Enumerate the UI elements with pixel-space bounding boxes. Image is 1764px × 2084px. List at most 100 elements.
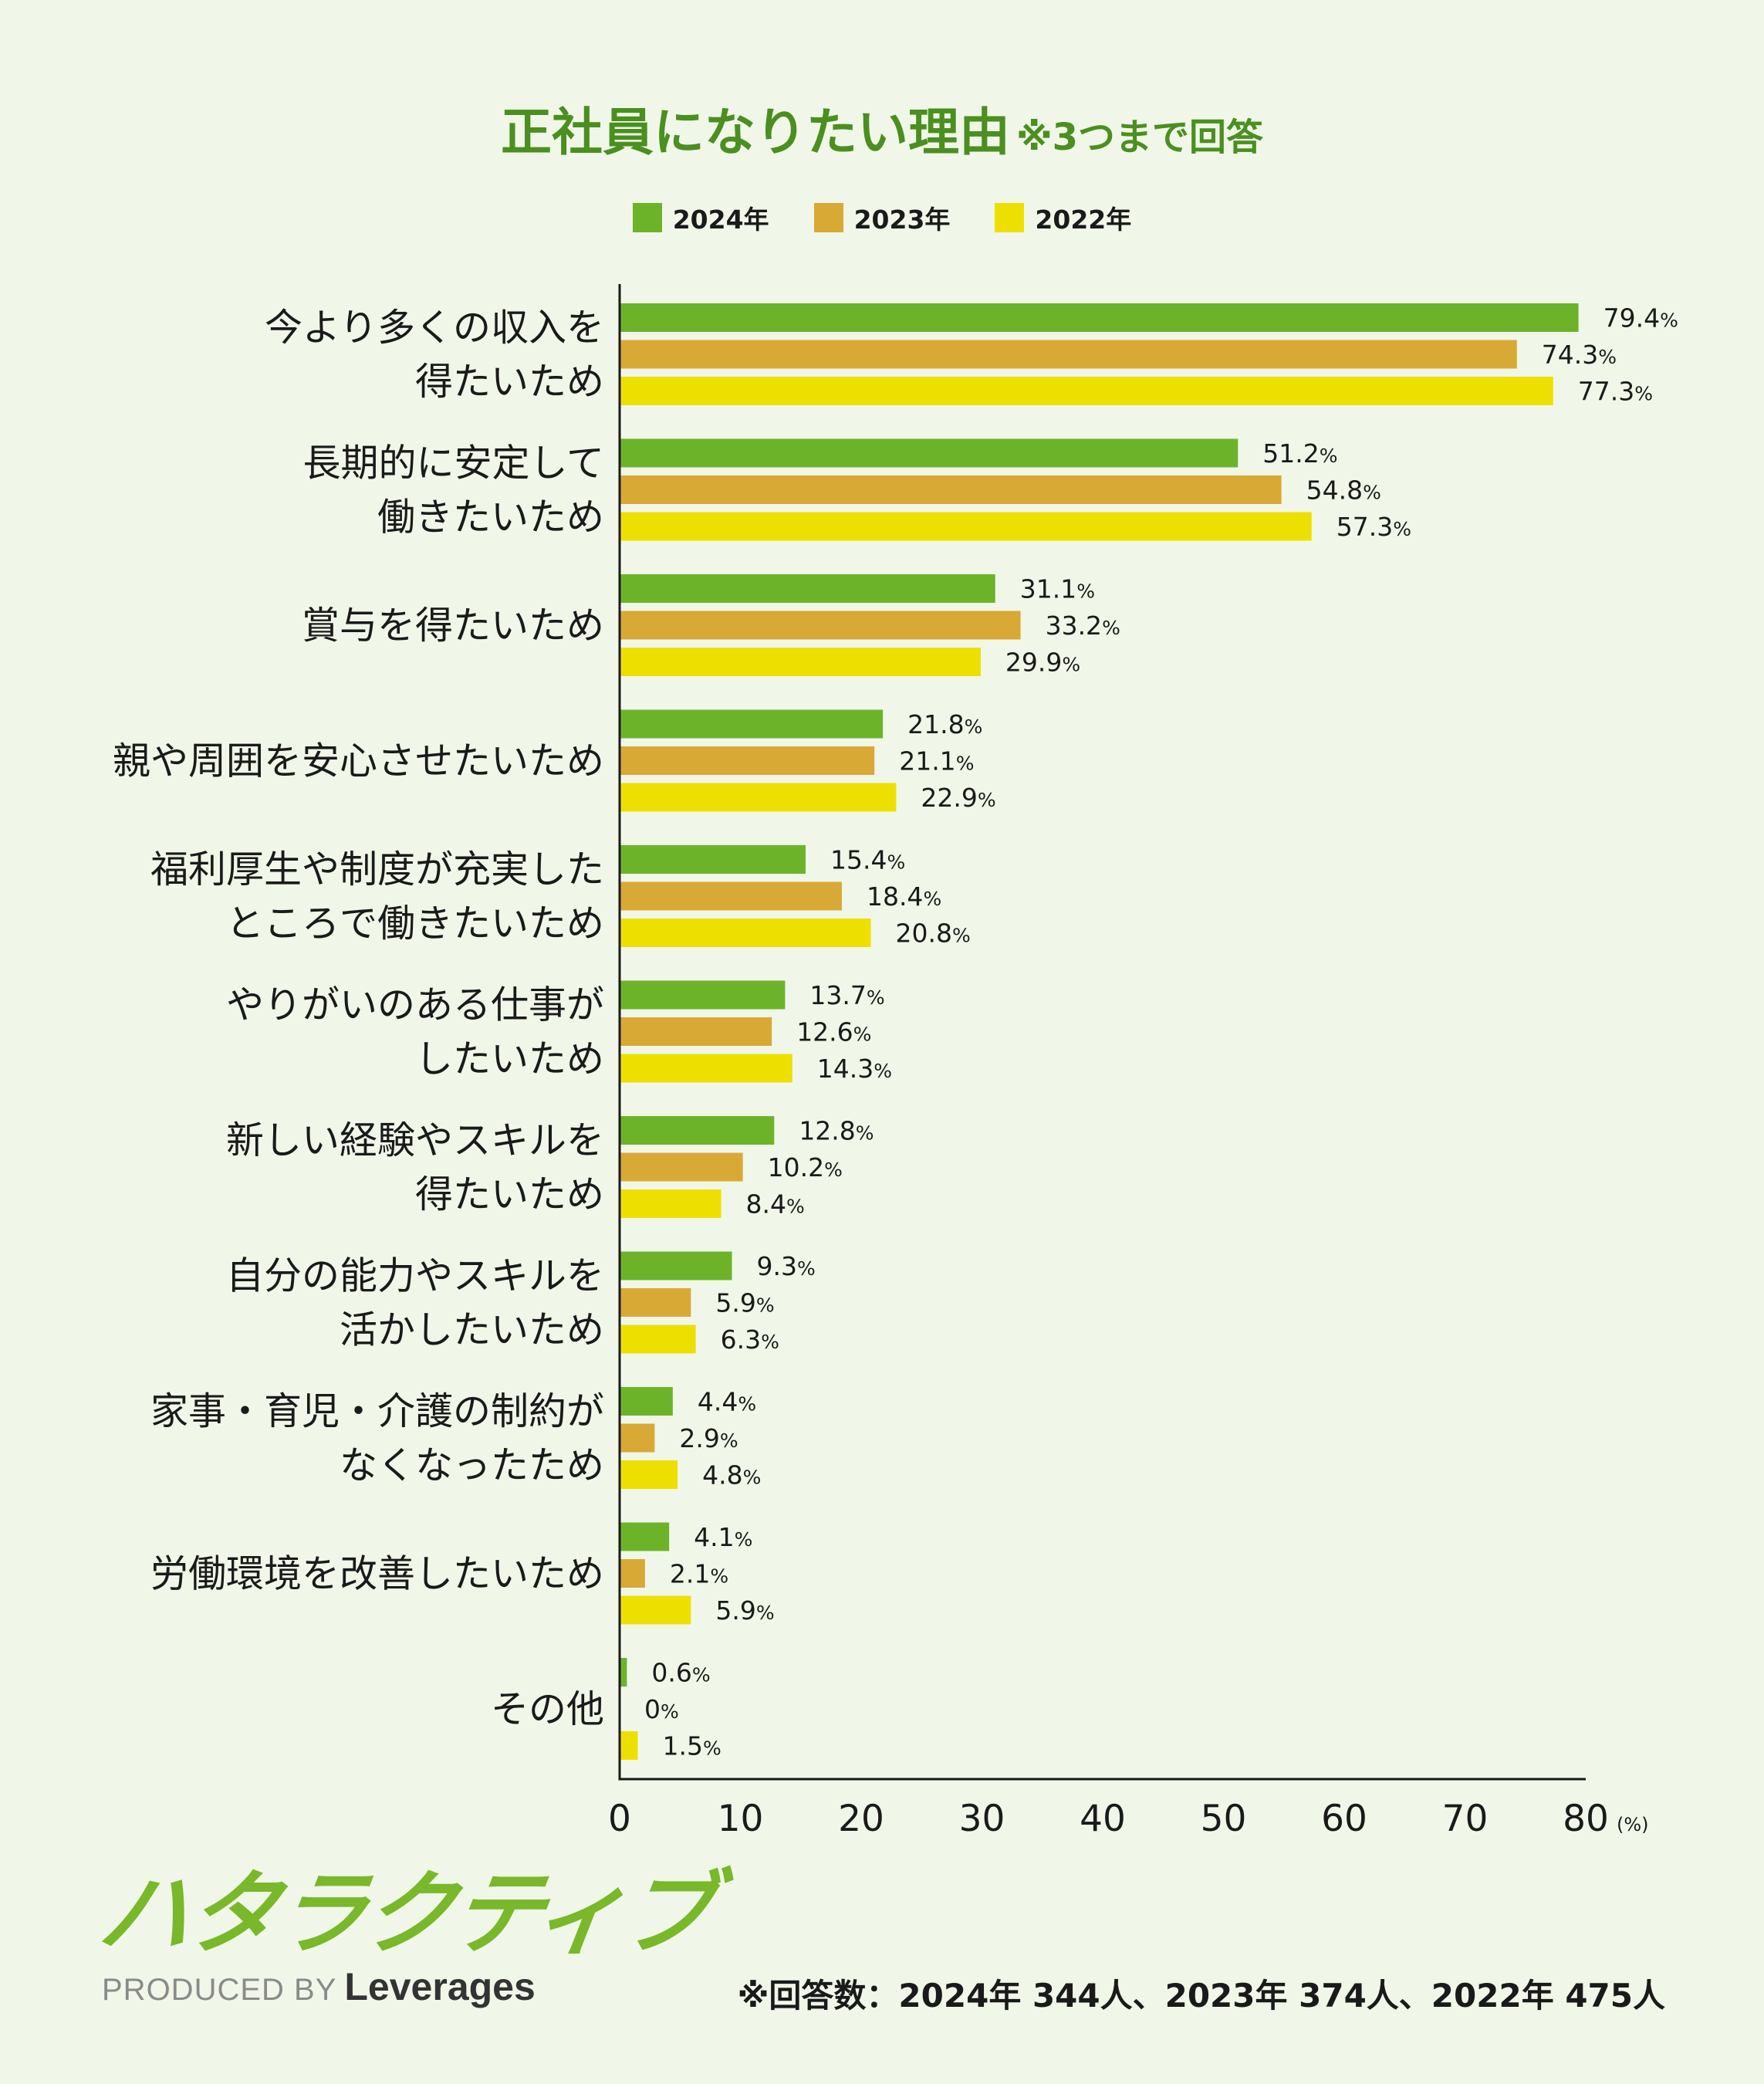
bar-2022-8 <box>620 1460 678 1489</box>
bar-2022-0 <box>620 377 1553 405</box>
data-label-2024-9: 4.1% <box>694 1522 752 1552</box>
bar-2023-4 <box>620 881 842 911</box>
category-label-5-0: やりがいのある仕事が <box>226 983 604 1027</box>
bar-2023-9 <box>620 1559 645 1588</box>
chart-title-sub: ※3つまで回答 <box>1015 116 1264 159</box>
x-axis-unit: (%) <box>1617 1814 1649 1835</box>
bar-2023-2 <box>620 611 1021 640</box>
bar-2024-5 <box>620 980 786 1010</box>
bar-2022-10 <box>620 1731 638 1760</box>
data-label-2023-4: 18.4% <box>867 881 941 912</box>
produced-by: PRODUCED BY Leverages <box>102 1964 536 2009</box>
data-label-2023-3: 21.1% <box>899 746 974 776</box>
data-label-2023-1: 54.8% <box>1306 475 1381 506</box>
bar-2023-7 <box>620 1288 691 1317</box>
chart-title: 正社員になりたい理由 ※3つまで回答 <box>0 91 1764 165</box>
bar-2024-3 <box>620 709 884 739</box>
logo-wordmark: ハタラクティブ <box>93 1860 718 1967</box>
legend-swatch-2022 <box>995 203 1025 232</box>
legend-swatch-2024 <box>632 203 662 232</box>
data-label-2022-1: 57.3% <box>1337 512 1411 542</box>
category-label-6-1: 得たいため <box>415 1172 604 1216</box>
data-label-2022-10: 1.5% <box>662 1731 721 1761</box>
category-label-1-0: 長期的に安定して <box>302 441 604 485</box>
bar-2023-6 <box>620 1152 743 1182</box>
legend-item-2023: 2023年 <box>813 199 950 236</box>
x-tick-label-60: 60 <box>1321 1798 1367 1840</box>
data-label-2023-8: 2.9% <box>679 1423 738 1453</box>
respondent-count-note: ※回答数：2024年 344人、2023年 374人、2022年 475人 <box>737 1977 1665 2015</box>
data-label-2024-0: 79.4% <box>1603 303 1678 333</box>
category-label-10-0: その他 <box>491 1687 604 1731</box>
data-label-2024-10: 0.6% <box>651 1658 710 1688</box>
data-label-2022-8: 4.8% <box>702 1460 761 1490</box>
data-label-2023-10: 0% <box>644 1694 679 1724</box>
x-tick-label-80: 80 <box>1563 1798 1609 1840</box>
x-tick-label-10: 10 <box>718 1798 764 1840</box>
bar-2024-7 <box>620 1251 732 1281</box>
data-label-2023-6: 10.2% <box>768 1152 843 1182</box>
bar-2022-4 <box>620 919 871 947</box>
data-label-2023-7: 5.9% <box>715 1288 774 1318</box>
category-label-3-0: 親や周囲を安心させたいため <box>113 739 604 783</box>
bar-2024-8 <box>620 1387 673 1416</box>
chart-title-main: 正社員になりたい理由 <box>500 103 1010 162</box>
category-label-2-0: 賞与を得たいため <box>302 604 604 648</box>
bar-2022-7 <box>620 1324 696 1354</box>
x-tick-label-40: 40 <box>1080 1798 1126 1840</box>
bar-2022-1 <box>620 512 1312 541</box>
category-label-7-1: 活かしたいため <box>340 1308 604 1352</box>
category-label-0-0: 今より多くの収入を <box>265 306 604 350</box>
bar-2023-1 <box>620 475 1282 504</box>
data-label-2024-8: 4.4% <box>698 1387 756 1417</box>
bar-2022-3 <box>620 783 897 812</box>
bar-2023-5 <box>620 1017 772 1046</box>
legend-label-2022: 2022年 <box>1035 205 1132 235</box>
bar-2023-0 <box>620 340 1517 369</box>
data-label-2024-3: 21.8% <box>907 709 982 739</box>
category-label-4-0: 福利厚生や制度が充実した <box>150 847 604 891</box>
bar-2024-0 <box>620 303 1579 332</box>
bar-2024-9 <box>620 1522 670 1551</box>
x-tick-label-0: 0 <box>608 1798 631 1840</box>
category-label-1-1: 働きたいため <box>377 496 604 540</box>
bar-2022-2 <box>620 648 981 676</box>
data-label-2022-2: 29.9% <box>1005 648 1080 678</box>
category-label-5-1: したいため <box>415 1037 604 1081</box>
data-label-2022-4: 20.8% <box>896 919 971 949</box>
hataractive-logo: ハタラクティブ <box>93 1860 718 1967</box>
x-tick-label-20: 20 <box>838 1798 884 1840</box>
chart-legend: 2024年 2023年 2022年 <box>0 199 1764 236</box>
category-label-9-0: 労働環境を改善したいため <box>150 1552 604 1596</box>
bar-2022-9 <box>620 1595 691 1625</box>
x-tick-label-70: 70 <box>1442 1798 1489 1840</box>
bar-2022-6 <box>620 1189 721 1218</box>
data-label-2024-4: 15.4% <box>830 845 905 875</box>
category-label-6-0: 新しい経験やスキルを <box>226 1118 604 1162</box>
data-label-2023-9: 2.1% <box>670 1559 728 1589</box>
bar-2024-1 <box>620 438 1239 468</box>
data-label-2022-0: 77.3% <box>1578 377 1653 407</box>
data-label-2024-1: 51.2% <box>1262 438 1337 469</box>
x-tick-label-30: 30 <box>959 1798 1005 1840</box>
x-tick-label-50: 50 <box>1201 1798 1247 1840</box>
data-label-2022-9: 5.9% <box>715 1595 774 1626</box>
data-label-2024-5: 13.7% <box>809 980 884 1010</box>
bar-2024-2 <box>620 574 995 603</box>
bar-2023-8 <box>620 1423 655 1453</box>
leverages-brand: Leverages <box>344 1965 536 2008</box>
bar-2024-10 <box>620 1658 627 1686</box>
category-label-0-1: 得たいため <box>415 360 604 404</box>
produced-by-label: PRODUCED BY <box>102 1973 337 2007</box>
data-label-2024-6: 12.8% <box>799 1116 874 1146</box>
bar-2022-5 <box>620 1054 792 1083</box>
legend-item-2022: 2022年 <box>995 199 1131 236</box>
category-label-4-1: ところで働きたいため <box>226 902 604 946</box>
data-label-2022-6: 8.4% <box>745 1189 804 1220</box>
data-label-2023-2: 33.2% <box>1046 611 1120 641</box>
legend-label-2024: 2024年 <box>672 205 769 235</box>
data-label-2022-3: 22.9% <box>921 783 995 813</box>
data-label-2023-0: 74.3% <box>1542 340 1617 370</box>
category-label-8-0: 家事・育児・介護の制約が <box>150 1389 604 1433</box>
